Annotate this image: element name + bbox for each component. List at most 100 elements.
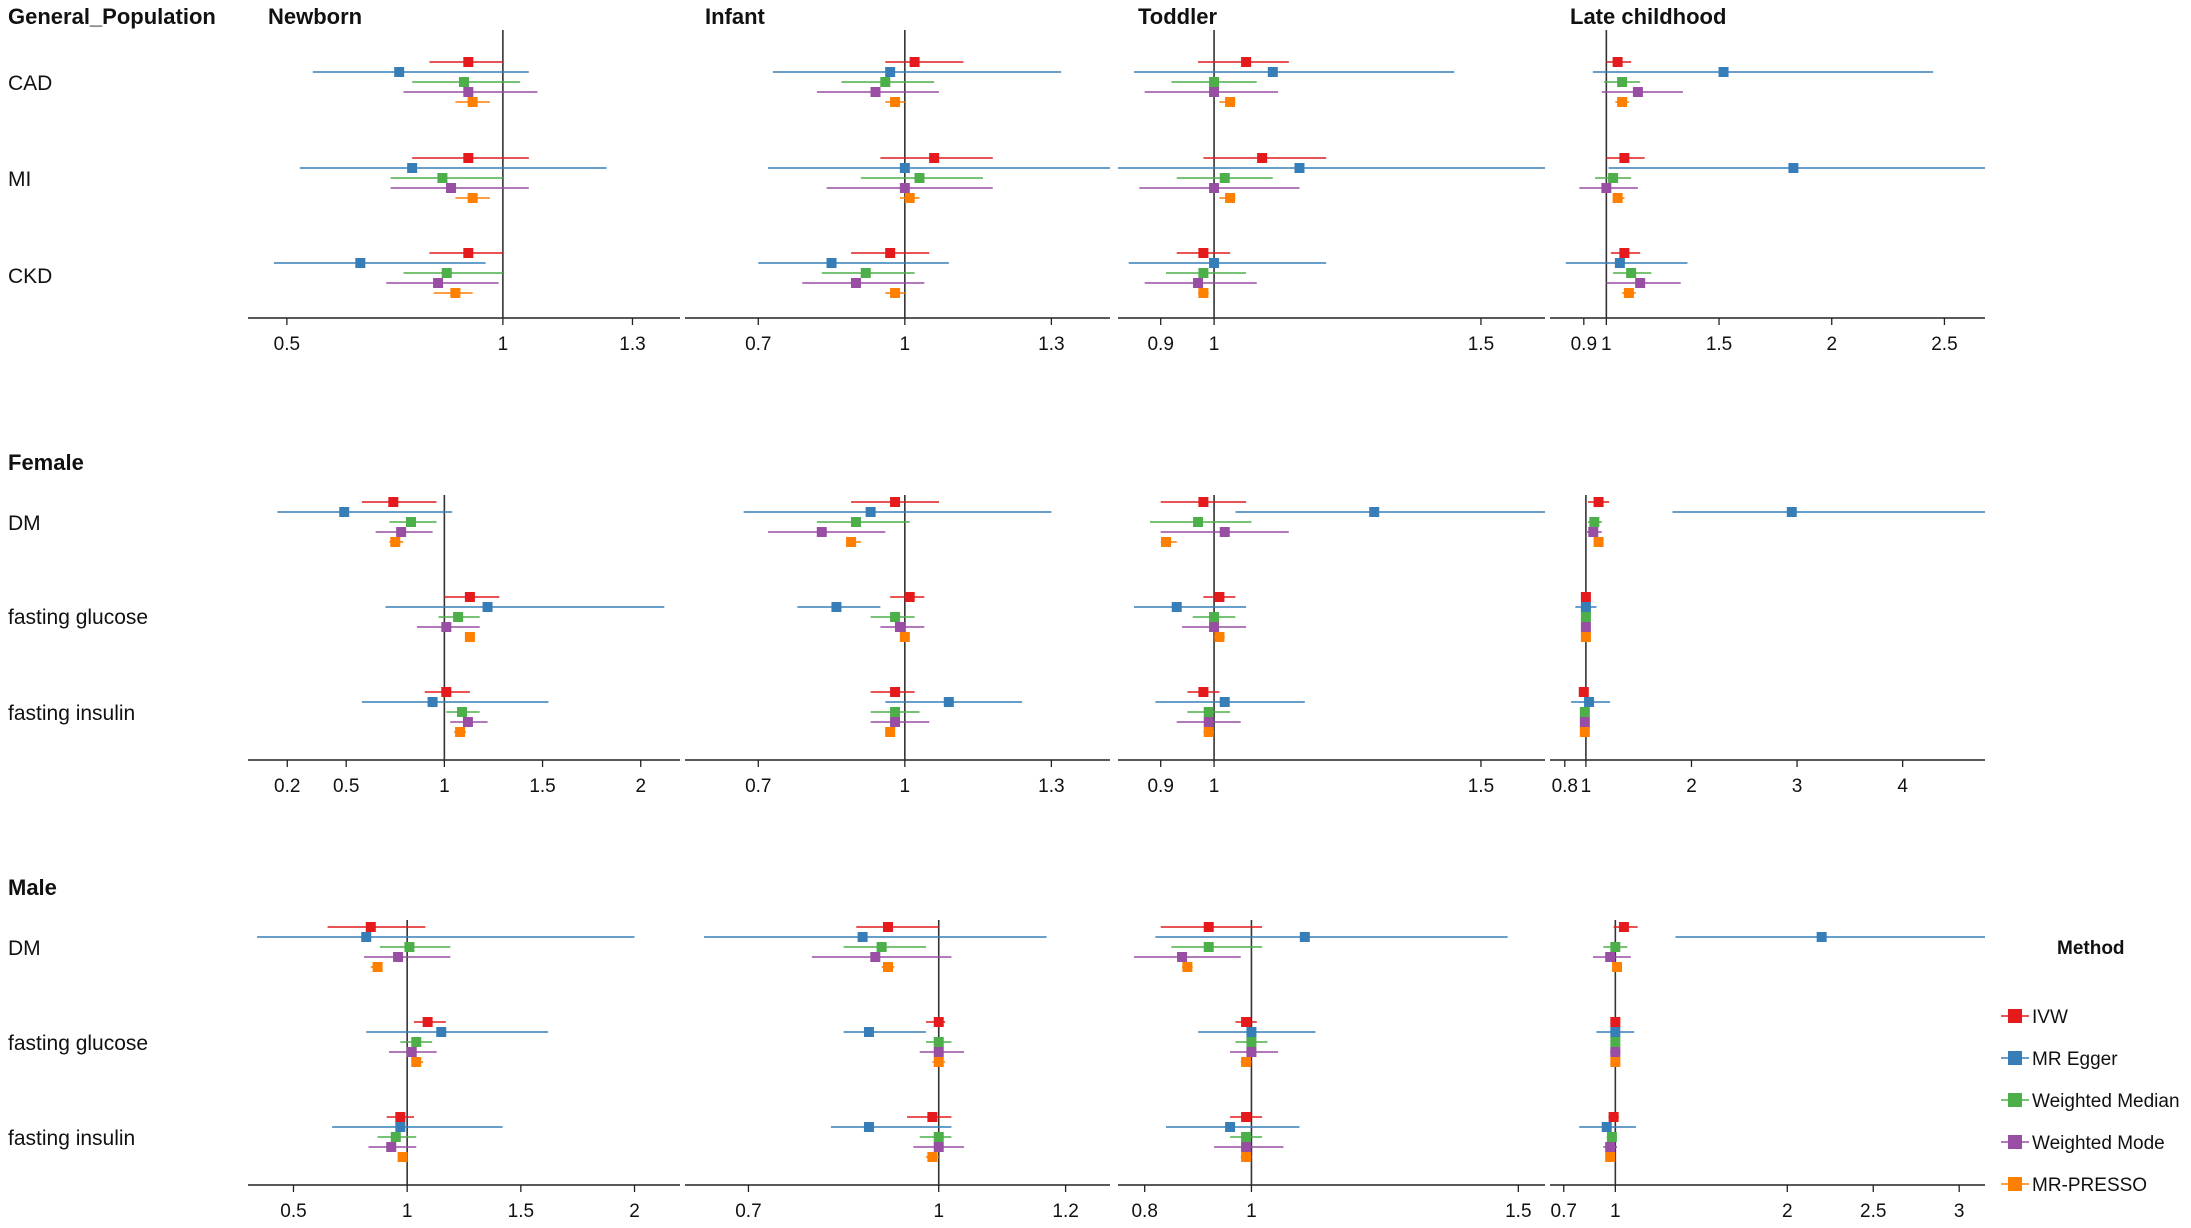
legend-swatch: [2008, 1135, 2022, 1149]
row-label-fasting-glucose: fasting glucose: [8, 606, 148, 629]
point-ivw: [463, 153, 474, 163]
point-weighted-mode: [816, 527, 827, 537]
legend-title: Method: [2057, 938, 2125, 959]
x-tick-label: 1.5: [1505, 1201, 1531, 1222]
point-ivw: [929, 153, 940, 163]
x-tick-label: 0.2: [274, 776, 300, 797]
point-ivw: [1198, 497, 1209, 507]
point-weighted-median: [890, 707, 901, 717]
point-weighted-mode: [1605, 1142, 1616, 1152]
point-mr-presso: [890, 97, 901, 107]
point-weighted-median: [1580, 612, 1591, 622]
x-tick-label: 1.5: [508, 1201, 534, 1222]
group-male: Male DM fasting glucose fasting insulin 0.5 1…: [8, 875, 1985, 1222]
point-mr-egger: [943, 697, 954, 707]
point-weighted-median: [890, 612, 901, 622]
point-mr-presso: [455, 727, 466, 737]
point-weighted-median: [1241, 1132, 1252, 1142]
point-mr-egger: [1718, 67, 1729, 77]
point-weighted-median: [453, 612, 464, 622]
point-weighted-mode: [1246, 1047, 1257, 1057]
point-mr-egger: [1294, 163, 1305, 173]
x-tick-label: 1.5: [1468, 334, 1494, 355]
point-mr-presso: [1623, 288, 1634, 298]
point-weighted-mode: [393, 952, 404, 962]
x-tick-label: 1: [933, 1201, 944, 1222]
point-weighted-mode: [441, 622, 452, 632]
point-mr-presso: [1580, 632, 1591, 642]
point-mr-presso: [1241, 1057, 1252, 1067]
group-title: Male: [8, 875, 57, 900]
point-mr-egger: [1225, 1122, 1236, 1132]
point-mr-presso: [450, 288, 461, 298]
point-weighted-mode: [433, 278, 444, 288]
x-tick-label: 2: [635, 776, 646, 797]
point-weighted-median: [1617, 77, 1628, 87]
point-weighted-median: [1203, 707, 1214, 717]
row-label-ckd: CKD: [8, 265, 52, 288]
point-mr-egger: [482, 602, 493, 612]
x-tick-label: 0.7: [745, 776, 771, 797]
point-mr-egger: [885, 67, 896, 77]
point-mr-egger: [394, 67, 405, 77]
column-header-newborn: Newborn: [268, 4, 362, 29]
x-tick-label: 0.9: [1147, 776, 1173, 797]
x-tick-label: 1: [1581, 776, 1592, 797]
point-mr-presso: [467, 193, 478, 203]
x-tick-label: 1: [1209, 776, 1220, 797]
point-mr-egger: [355, 258, 366, 268]
point-weighted-mode: [406, 1047, 417, 1057]
point-weighted-mode: [463, 87, 474, 97]
point-ivw: [422, 1017, 433, 1027]
point-ivw: [1214, 592, 1225, 602]
point-mr-egger: [863, 1027, 874, 1037]
x-tick-label: 1.5: [1468, 776, 1494, 797]
panel-infant: 0.7 1 1.2: [685, 920, 1110, 1222]
x-tick-label: 1.3: [619, 334, 645, 355]
legend-item-weighted-median: Weighted Median: [2001, 1091, 2180, 1112]
point-mr-egger: [1299, 932, 1310, 942]
point-weighted-mode: [1177, 952, 1188, 962]
point-mr-presso: [1203, 727, 1214, 737]
point-weighted-median: [457, 707, 468, 717]
x-tick-label: 2: [1826, 334, 1837, 355]
point-mr-presso: [1593, 537, 1604, 547]
point-mr-egger: [1786, 507, 1797, 517]
point-ivw: [1608, 1112, 1619, 1122]
x-tick-label: 2: [629, 1201, 640, 1222]
point-weighted-mode: [1241, 1142, 1252, 1152]
point-weighted-median: [1608, 173, 1619, 183]
point-weighted-mode: [1605, 952, 1616, 962]
point-ivw: [1618, 922, 1629, 932]
point-mr-egger: [1580, 602, 1591, 612]
panel-toddler: 0.8 1 1.5: [1118, 920, 1545, 1222]
x-tick-label: 0.8: [1131, 1201, 1157, 1222]
point-ivw: [463, 248, 474, 258]
column-header-late-childhood: Late childhood: [1570, 4, 1726, 29]
point-weighted-mode: [1193, 278, 1204, 288]
point-weighted-mode: [870, 952, 881, 962]
point-weighted-mode: [1203, 717, 1214, 727]
legend-item-mr-egger: MR Egger: [2001, 1049, 2118, 1070]
point-ivw: [463, 57, 474, 67]
point-ivw: [1198, 248, 1209, 258]
point-mr-egger: [857, 932, 868, 942]
x-tick-label: 2.5: [1931, 334, 1957, 355]
point-ivw: [1619, 248, 1630, 258]
x-tick-label: 3: [1954, 1201, 1965, 1222]
point-mr-egger: [436, 1027, 447, 1037]
point-mr-presso: [1161, 537, 1172, 547]
point-weighted-median: [914, 173, 925, 183]
point-weighted-mode: [1219, 527, 1230, 537]
point-ivw: [927, 1112, 938, 1122]
panel-toddler: 0.9 1 1.5: [1118, 495, 1545, 797]
point-weighted-median: [411, 1037, 422, 1047]
x-tick-label: 1.3: [1038, 776, 1064, 797]
x-tick-label: 0.9: [1147, 334, 1173, 355]
point-ivw: [1257, 153, 1268, 163]
point-weighted-median: [1606, 1132, 1617, 1142]
point-mr-presso: [1579, 727, 1590, 737]
point-mr-egger: [1209, 258, 1220, 268]
point-ivw: [890, 687, 901, 697]
legend-swatch: [2008, 1177, 2022, 1191]
